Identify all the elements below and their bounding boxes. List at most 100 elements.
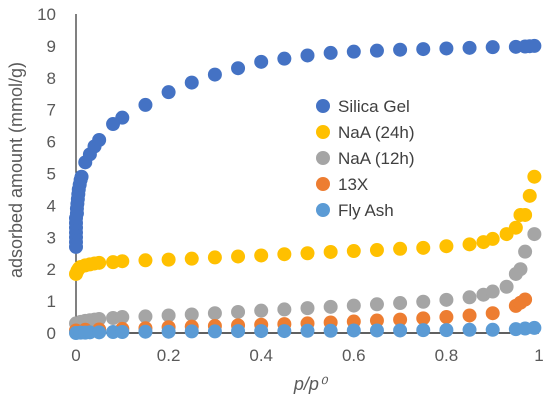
data-point — [207, 250, 222, 265]
data-point — [231, 249, 246, 264]
legend-marker — [316, 151, 330, 165]
data-point — [92, 325, 107, 340]
data-point — [485, 306, 500, 321]
y-tick-labels: 0 1 2 3 4 5 6 7 8 9 10 — [37, 5, 56, 343]
data-point — [300, 301, 315, 316]
data-point — [323, 45, 338, 60]
data-point — [462, 290, 477, 305]
data-point — [184, 75, 199, 90]
x-tick-label: 0 — [71, 346, 80, 365]
data-point — [462, 40, 477, 55]
data-point — [369, 243, 384, 258]
data-point — [346, 44, 361, 59]
data-point — [277, 302, 292, 317]
y-tick-label: 3 — [47, 228, 56, 247]
data-point — [207, 67, 222, 82]
y-tick-label: 2 — [47, 260, 56, 279]
data-point — [138, 324, 153, 339]
series-1 — [69, 169, 542, 281]
x-tick-label: 0.4 — [249, 346, 273, 365]
data-point — [300, 323, 315, 338]
data-point — [485, 231, 500, 246]
data-point — [161, 324, 176, 339]
data-point — [161, 85, 176, 100]
data-point — [527, 320, 542, 335]
data-point — [393, 323, 408, 338]
data-point — [346, 323, 361, 338]
data-point — [161, 252, 176, 267]
data-point — [231, 324, 246, 339]
data-point — [439, 323, 454, 338]
data-point — [369, 313, 384, 328]
series-0 — [69, 38, 542, 254]
data-point — [439, 292, 454, 307]
data-point — [138, 309, 153, 324]
data-point — [323, 323, 338, 338]
data-point — [254, 54, 269, 69]
data-point — [416, 311, 431, 326]
data-point — [184, 307, 199, 322]
data-point — [518, 207, 533, 222]
data-point — [527, 227, 542, 242]
series-4 — [69, 320, 542, 340]
data-point — [207, 306, 222, 321]
x-tick-label: 0.2 — [157, 346, 181, 365]
data-point — [277, 247, 292, 262]
data-point — [323, 299, 338, 314]
data-point — [115, 325, 130, 340]
data-point — [369, 43, 384, 58]
data-point — [92, 311, 107, 326]
data-point — [485, 284, 500, 299]
data-point — [323, 244, 338, 259]
legend-marker — [316, 203, 330, 217]
x-tick-label: 0.6 — [342, 346, 366, 365]
y-tick-label: 6 — [47, 133, 56, 152]
data-point — [92, 133, 107, 148]
data-point — [393, 42, 408, 57]
data-point — [231, 304, 246, 319]
data-point — [369, 297, 384, 312]
x-tick-labels: 0 0.2 0.4 0.6 0.8 1 — [71, 346, 543, 365]
data-point — [462, 322, 477, 337]
legend-label: NaA (24h) — [338, 123, 415, 142]
y-tick-label: 0 — [47, 324, 56, 343]
y-tick-label: 1 — [47, 292, 56, 311]
data-point — [161, 308, 176, 323]
data-point — [184, 251, 199, 266]
data-point — [115, 254, 130, 269]
data-point — [254, 324, 269, 339]
data-point — [527, 38, 542, 53]
data-points — [69, 38, 542, 340]
data-point — [518, 292, 533, 307]
data-point — [439, 239, 454, 254]
data-point — [115, 310, 130, 325]
data-point — [485, 40, 500, 55]
legend: Silica Gel NaA (24h) NaA (12h) 13X Fly Ash — [316, 97, 415, 220]
legend-label: 13X — [338, 175, 368, 194]
data-point — [513, 262, 528, 277]
data-point — [485, 322, 500, 337]
data-point — [231, 61, 246, 76]
y-tick-label: 4 — [47, 196, 56, 215]
data-point — [207, 324, 222, 339]
data-point — [416, 323, 431, 338]
data-point — [393, 241, 408, 256]
data-point — [518, 244, 533, 259]
y-tick-label: 5 — [47, 165, 56, 184]
y-tick-label: 9 — [47, 37, 56, 56]
y-tick-label: 8 — [47, 69, 56, 88]
data-point — [393, 312, 408, 327]
data-point — [277, 51, 292, 66]
data-point — [254, 303, 269, 318]
data-point — [416, 42, 431, 57]
data-point — [416, 294, 431, 309]
legend-label: Fly Ash — [338, 201, 394, 220]
data-point — [499, 279, 514, 294]
data-point — [527, 169, 542, 184]
data-point — [439, 41, 454, 56]
data-point — [254, 248, 269, 263]
y-axis-label: adsorbed amount (mmol/g) — [6, 62, 26, 278]
y-tick-label: 7 — [47, 101, 56, 120]
y-tick-label: 10 — [37, 5, 56, 24]
